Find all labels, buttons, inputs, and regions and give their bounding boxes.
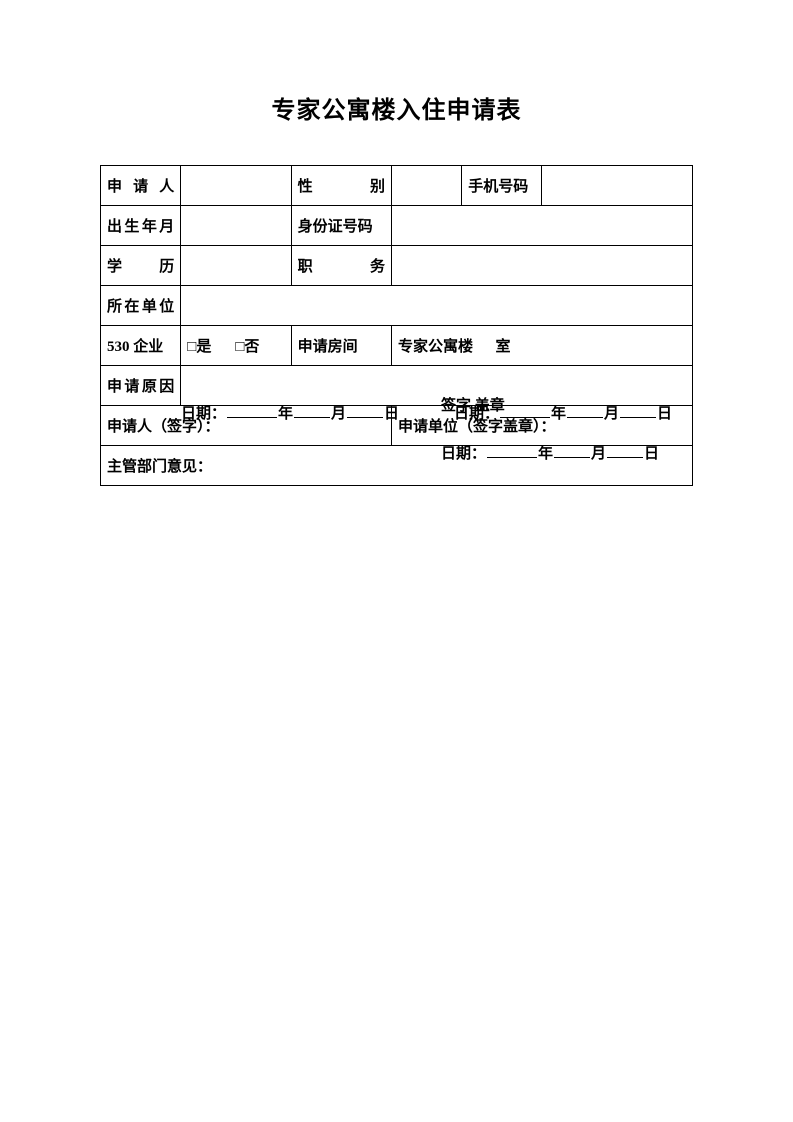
label-position: 职 务: [291, 246, 391, 286]
month-label: 月: [591, 446, 606, 462]
field-id-no[interactable]: [391, 206, 692, 246]
field-education[interactable]: [181, 246, 291, 286]
month-label: 月: [604, 406, 619, 422]
label-sign-stamp: 签字 盖章: [441, 394, 505, 415]
blank-month[interactable]: [567, 404, 603, 418]
dept-opinion-cell: 主管部门意见： 签字 盖章 日期：年月日: [101, 446, 693, 486]
date-label: 日期：: [181, 406, 226, 422]
table-row: 申请原因: [101, 366, 693, 406]
table-row: 出生年月 身份证号码: [101, 206, 693, 246]
label-id-no: 身份证号码: [291, 206, 391, 246]
applicant-signature-cell: 申请人（签字）： 日期：年月日: [101, 406, 392, 446]
date-label: 日期：: [441, 446, 486, 462]
label-reason: 申请原因: [101, 366, 181, 406]
month-label: 月: [331, 406, 346, 422]
table-row: 530 企业 □是 □否 申请房间 专家公寓楼 室: [101, 326, 693, 366]
label-530-enterprise: 530 企业: [101, 326, 181, 366]
field-apply-room[interactable]: 专家公寓楼 室: [391, 326, 692, 366]
room-suffix: 室: [495, 339, 510, 355]
field-phone[interactable]: [542, 166, 693, 206]
label-applicant: 申 请 人: [101, 166, 181, 206]
applicant-date-line[interactable]: 日期：年月日: [181, 402, 399, 423]
field-position[interactable]: [391, 246, 692, 286]
field-530-enterprise[interactable]: □是 □否: [181, 326, 291, 366]
room-prefix: 专家公寓楼: [398, 339, 473, 355]
year-label: 年: [551, 406, 566, 422]
blank-day[interactable]: [620, 404, 656, 418]
label-dob: 出生年月: [101, 206, 181, 246]
day-label: 日: [644, 446, 659, 462]
day-label: 日: [657, 406, 672, 422]
unit-signature-cell: 申请单位（签字盖章）： 日期：年月日: [391, 406, 692, 446]
blank-day[interactable]: [607, 444, 643, 458]
field-company[interactable]: [181, 286, 693, 326]
field-applicant[interactable]: [181, 166, 291, 206]
form-title: 专家公寓楼入住申请表: [100, 90, 693, 125]
checkbox-no[interactable]: □否: [235, 339, 259, 355]
label-company: 所在单位: [101, 286, 181, 326]
field-gender[interactable]: [391, 166, 461, 206]
page: 专家公寓楼入住申请表 申 请 人 性 别 手机号码 出生年月 身份证号码: [0, 0, 793, 546]
table-row: 学 历 职 务: [101, 246, 693, 286]
blank-year[interactable]: [500, 404, 550, 418]
field-dob[interactable]: [181, 206, 291, 246]
label-education: 学 历: [101, 246, 181, 286]
field-reason[interactable]: [181, 366, 693, 406]
blank-month[interactable]: [294, 404, 330, 418]
year-label: 年: [538, 446, 553, 462]
blank-month[interactable]: [554, 444, 590, 458]
checkbox-yes[interactable]: □是: [187, 339, 211, 355]
table-row: 申 请 人 性 别 手机号码: [101, 166, 693, 206]
blank-year[interactable]: [227, 404, 277, 418]
label-phone: 手机号码: [462, 166, 542, 206]
year-label: 年: [278, 406, 293, 422]
table-row: 所在单位: [101, 286, 693, 326]
application-form-table: 申 请 人 性 别 手机号码 出生年月 身份证号码 学 历 职 务 所在单位: [100, 165, 693, 486]
blank-day[interactable]: [347, 404, 383, 418]
dept-date-line[interactable]: 日期： 年 月 日: [441, 442, 659, 463]
label-gender: 性 别: [291, 166, 391, 206]
table-row: 主管部门意见： 签字 盖章 日期：年月日: [101, 446, 693, 486]
table-row: 申请人（签字）： 日期：年月日 申请单位（签字盖章）： 日期：年月日: [101, 406, 693, 446]
blank-year[interactable]: [487, 444, 537, 458]
label-apply-room: 申请房间: [291, 326, 391, 366]
